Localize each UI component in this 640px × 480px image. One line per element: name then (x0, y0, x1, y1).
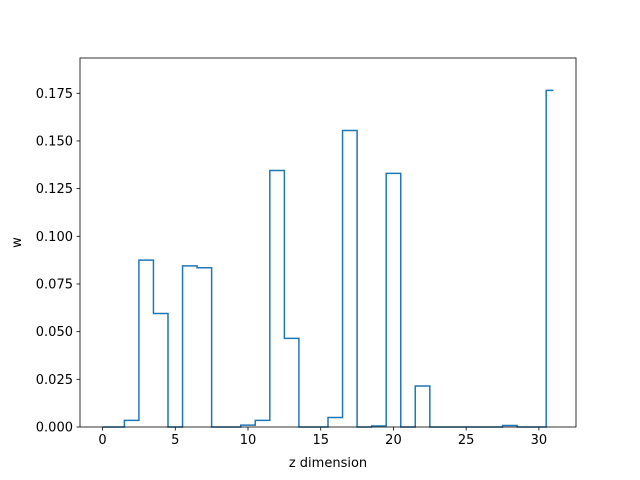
x-axis-label: z dimension (289, 456, 367, 471)
x-tick-label: 10 (240, 433, 257, 448)
y-tick-label: 0.125 (36, 182, 73, 197)
plot-area (80, 58, 576, 427)
x-tick-label: 0 (98, 433, 106, 448)
x-tick-label: 30 (531, 433, 548, 448)
x-tick-label: 25 (458, 433, 475, 448)
y-axis-ticks: 0.000 0.025 0.050 0.075 0.100 0.125 0.150 0.175 (36, 87, 80, 436)
y-tick-label: 0.050 (36, 325, 73, 340)
y-tick-label: 0.175 (36, 87, 73, 102)
y-axis-label: w (10, 237, 25, 248)
x-tick-label: 15 (312, 433, 329, 448)
y-tick-label: 0.100 (36, 230, 73, 245)
y-tick-label: 0.025 (36, 373, 73, 388)
x-tick-label: 20 (385, 433, 402, 448)
y-tick-label: 0.150 (36, 134, 73, 149)
x-axis-ticks: 0 5 10 15 20 25 30 (98, 427, 547, 448)
x-tick-label: 5 (171, 433, 179, 448)
y-tick-label: 0.000 (36, 421, 73, 436)
y-tick-label: 0.075 (36, 277, 73, 292)
plot-frame (79, 57, 577, 428)
